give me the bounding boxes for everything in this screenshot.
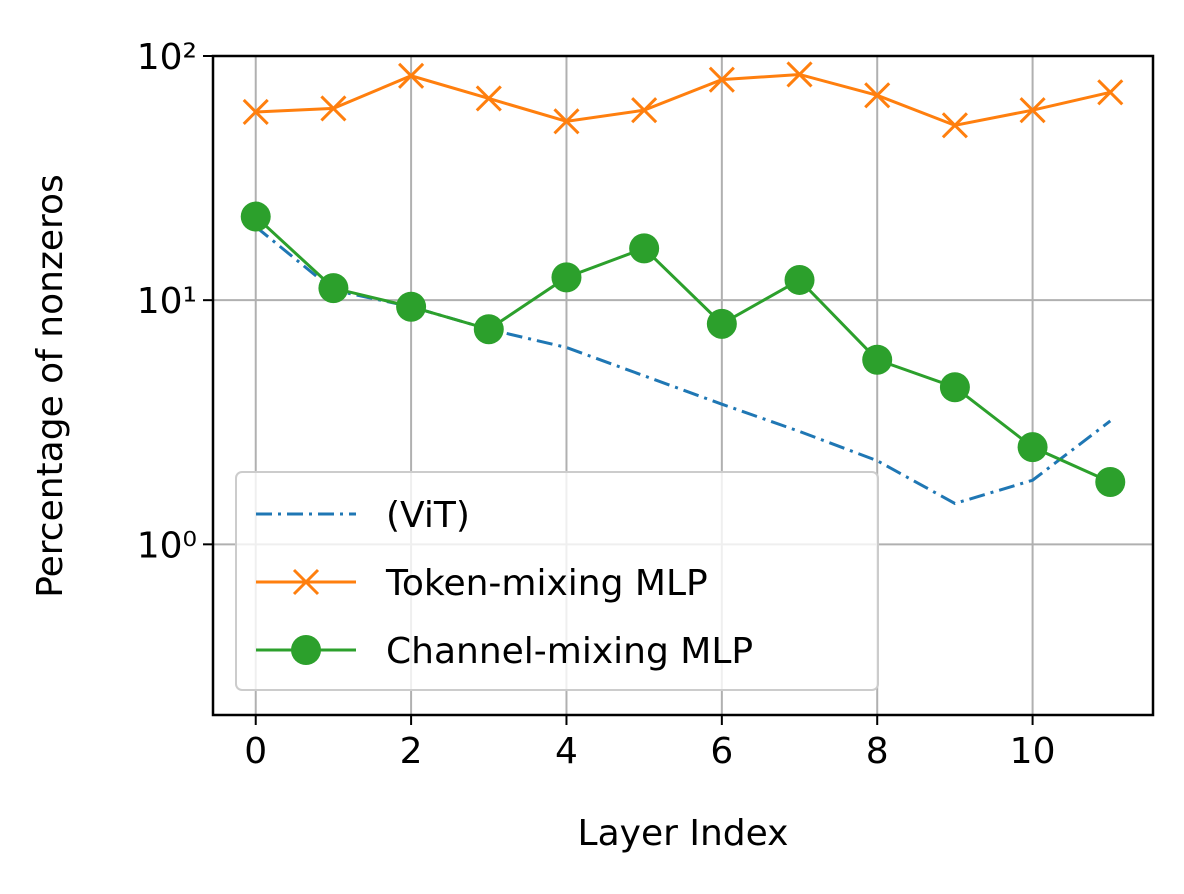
x-tick-label: 4 [555,731,578,772]
data-line [254,225,1112,506]
marker [941,112,968,139]
legend-box [235,471,879,691]
legend-label: Channel-mixing MLP [386,631,753,672]
marker [939,372,970,403]
legend-label: Token-mixing MLP [385,563,708,604]
marker [553,108,580,135]
marker [396,291,427,322]
marker [862,344,893,375]
marker [708,66,735,93]
data-line [254,215,1111,484]
marker [864,82,891,109]
marker [320,95,347,122]
marker [398,62,425,89]
legend-marker [292,568,320,596]
marker [551,262,582,293]
y-axis-label: Percentage of nonzeros [30,174,71,598]
x-tick-label: 10 [1010,731,1056,772]
plot-frame [211,54,1155,717]
marker [784,264,815,295]
x-axis-label: Layer Index [578,813,789,854]
data-line [255,72,1111,127]
marker [475,85,502,112]
marker [631,97,658,124]
x-tick-label: 8 [866,731,889,772]
marker [706,308,737,339]
legend-marker [291,635,321,665]
marker [240,201,271,232]
marker [242,98,269,126]
marker [1095,467,1126,498]
marker [786,61,813,88]
y-tick-label: 10⁰ [137,525,197,566]
y-tick-label: 10² [137,37,197,78]
marker [318,273,349,304]
marker [1097,79,1124,106]
x-tick-label: 0 [244,731,267,772]
y-tick-label: 10¹ [137,281,197,322]
marker [473,314,504,345]
x-tick-label: 6 [710,731,733,772]
marker [629,233,660,264]
x-tick-label: 2 [400,731,423,772]
marker [1019,97,1046,124]
marker [1017,432,1048,463]
legend-label: (ViT) [386,495,470,536]
